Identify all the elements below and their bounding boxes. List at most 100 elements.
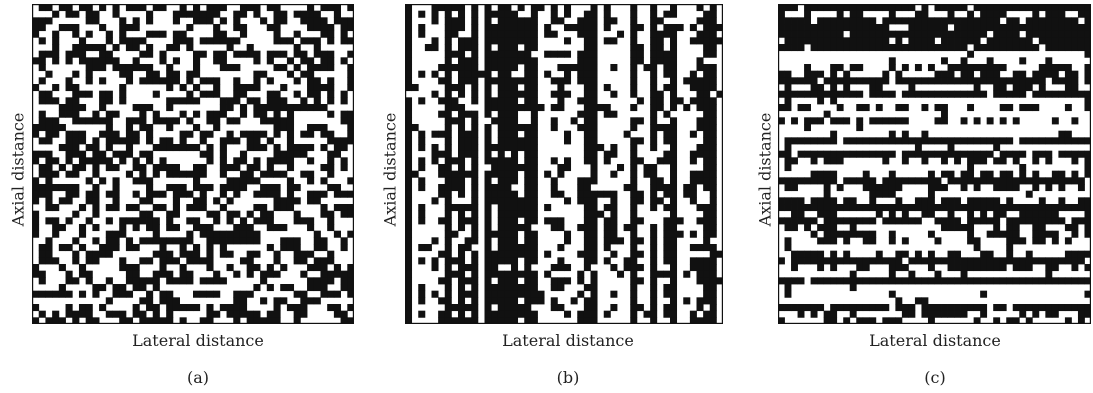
pixel (444, 310, 452, 318)
pixel (973, 217, 981, 225)
pixel (458, 304, 466, 312)
pixel (266, 310, 274, 318)
pixel (179, 304, 187, 312)
pixel (524, 144, 532, 152)
pixel (504, 297, 512, 305)
pixel (709, 224, 717, 232)
pixel (293, 317, 301, 324)
pixel (610, 210, 618, 218)
pixel (583, 130, 591, 138)
pixel (471, 190, 479, 198)
pixel (791, 157, 798, 165)
pixel (967, 224, 975, 232)
pixel (313, 284, 321, 292)
pixel (778, 197, 785, 205)
pixel (273, 224, 281, 232)
pixel (823, 197, 831, 205)
pixel (504, 217, 512, 225)
pixel (882, 70, 890, 78)
pixel (1038, 70, 1046, 78)
pixel (199, 290, 207, 298)
pixel (418, 257, 426, 265)
pixel (92, 290, 100, 298)
pixel (967, 30, 975, 38)
pixel (293, 104, 301, 112)
pixel (954, 264, 961, 272)
pixel (280, 97, 288, 105)
pixel (517, 37, 525, 45)
pixel (444, 230, 452, 238)
pixel (405, 4, 413, 12)
pixel (1058, 204, 1066, 212)
pixel (875, 250, 883, 258)
pixel (253, 137, 261, 145)
pixel (570, 24, 578, 32)
pixel (511, 250, 519, 258)
pixel (253, 97, 261, 105)
pixel (497, 124, 505, 132)
pixel (431, 144, 439, 152)
pixel (1084, 230, 1091, 238)
pixel (504, 164, 512, 172)
pixel (504, 277, 512, 285)
pixel (119, 37, 127, 45)
pixel (856, 317, 864, 324)
pixel (967, 204, 975, 212)
pixel (524, 50, 532, 58)
pixel (670, 90, 678, 98)
pixel (670, 250, 678, 258)
pixel (491, 170, 499, 178)
pixel (484, 297, 492, 305)
pixel (836, 77, 844, 85)
pixel (45, 70, 53, 78)
pixel (65, 310, 73, 318)
pixel (320, 277, 328, 285)
pixel (941, 17, 948, 25)
pixel (405, 244, 413, 252)
pixel (125, 130, 134, 138)
pixel (146, 237, 154, 245)
pixel (1038, 24, 1046, 32)
pixel (511, 284, 519, 292)
pixel (99, 77, 107, 85)
pixel (179, 317, 187, 324)
pixel (320, 104, 328, 112)
pixel (132, 57, 140, 65)
pixel (517, 250, 525, 258)
pixel (491, 117, 499, 125)
pixel (583, 30, 591, 38)
pixel (967, 170, 975, 178)
pixel (550, 297, 558, 305)
pixel (99, 4, 107, 12)
pixel (703, 117, 711, 125)
pixel (213, 30, 221, 38)
pixel (630, 310, 638, 318)
pixel (146, 184, 154, 192)
pixel (1012, 304, 1020, 312)
pixel (1058, 257, 1066, 265)
pixel (810, 150, 818, 158)
panel-a-pattern (32, 4, 354, 324)
pixel (159, 257, 167, 265)
pixel (778, 4, 785, 12)
pixel (583, 317, 591, 324)
pixel (511, 130, 519, 138)
pixel (52, 290, 60, 298)
pixel (590, 4, 598, 12)
pixel (139, 110, 147, 118)
pixel (797, 30, 805, 38)
pixel (1051, 257, 1059, 265)
pixel (823, 24, 831, 32)
pixel (1032, 77, 1040, 85)
pixel (830, 170, 838, 178)
pixel (849, 204, 857, 212)
pixel (293, 290, 301, 298)
pixel (504, 37, 512, 45)
pixel (444, 224, 452, 232)
pixel (530, 4, 538, 12)
pixel (778, 77, 785, 85)
pixel (260, 270, 268, 278)
pixel (836, 117, 844, 125)
pixel (286, 157, 295, 165)
pixel (405, 10, 413, 18)
